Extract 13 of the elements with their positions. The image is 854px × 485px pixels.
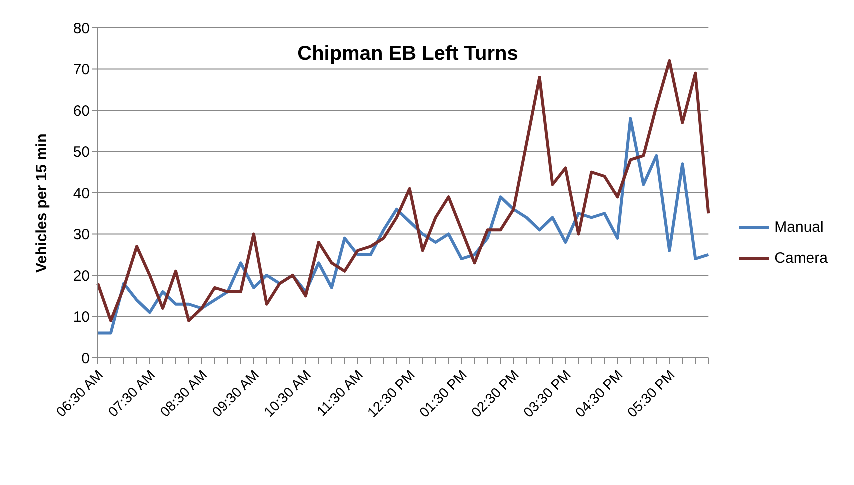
y-tick-label: 60: [73, 102, 90, 120]
y-tick-label: 0: [82, 350, 90, 368]
y-tick-label: 50: [73, 144, 90, 162]
y-tick-label: 80: [73, 20, 90, 38]
y-tick-label: 40: [73, 185, 90, 202]
y-tick-label: 70: [73, 62, 90, 79]
y-tick-label: 20: [73, 268, 90, 285]
text: Chipman EB Left Turns: [298, 43, 518, 65]
legend-label: Manual: [774, 219, 825, 236]
y-tick-label: 10: [73, 309, 90, 326]
y-axis-title: Vehicles per 15 min: [33, 134, 50, 273]
y-tick-label: 30: [73, 226, 90, 244]
legend-label: Camera: [774, 250, 828, 267]
